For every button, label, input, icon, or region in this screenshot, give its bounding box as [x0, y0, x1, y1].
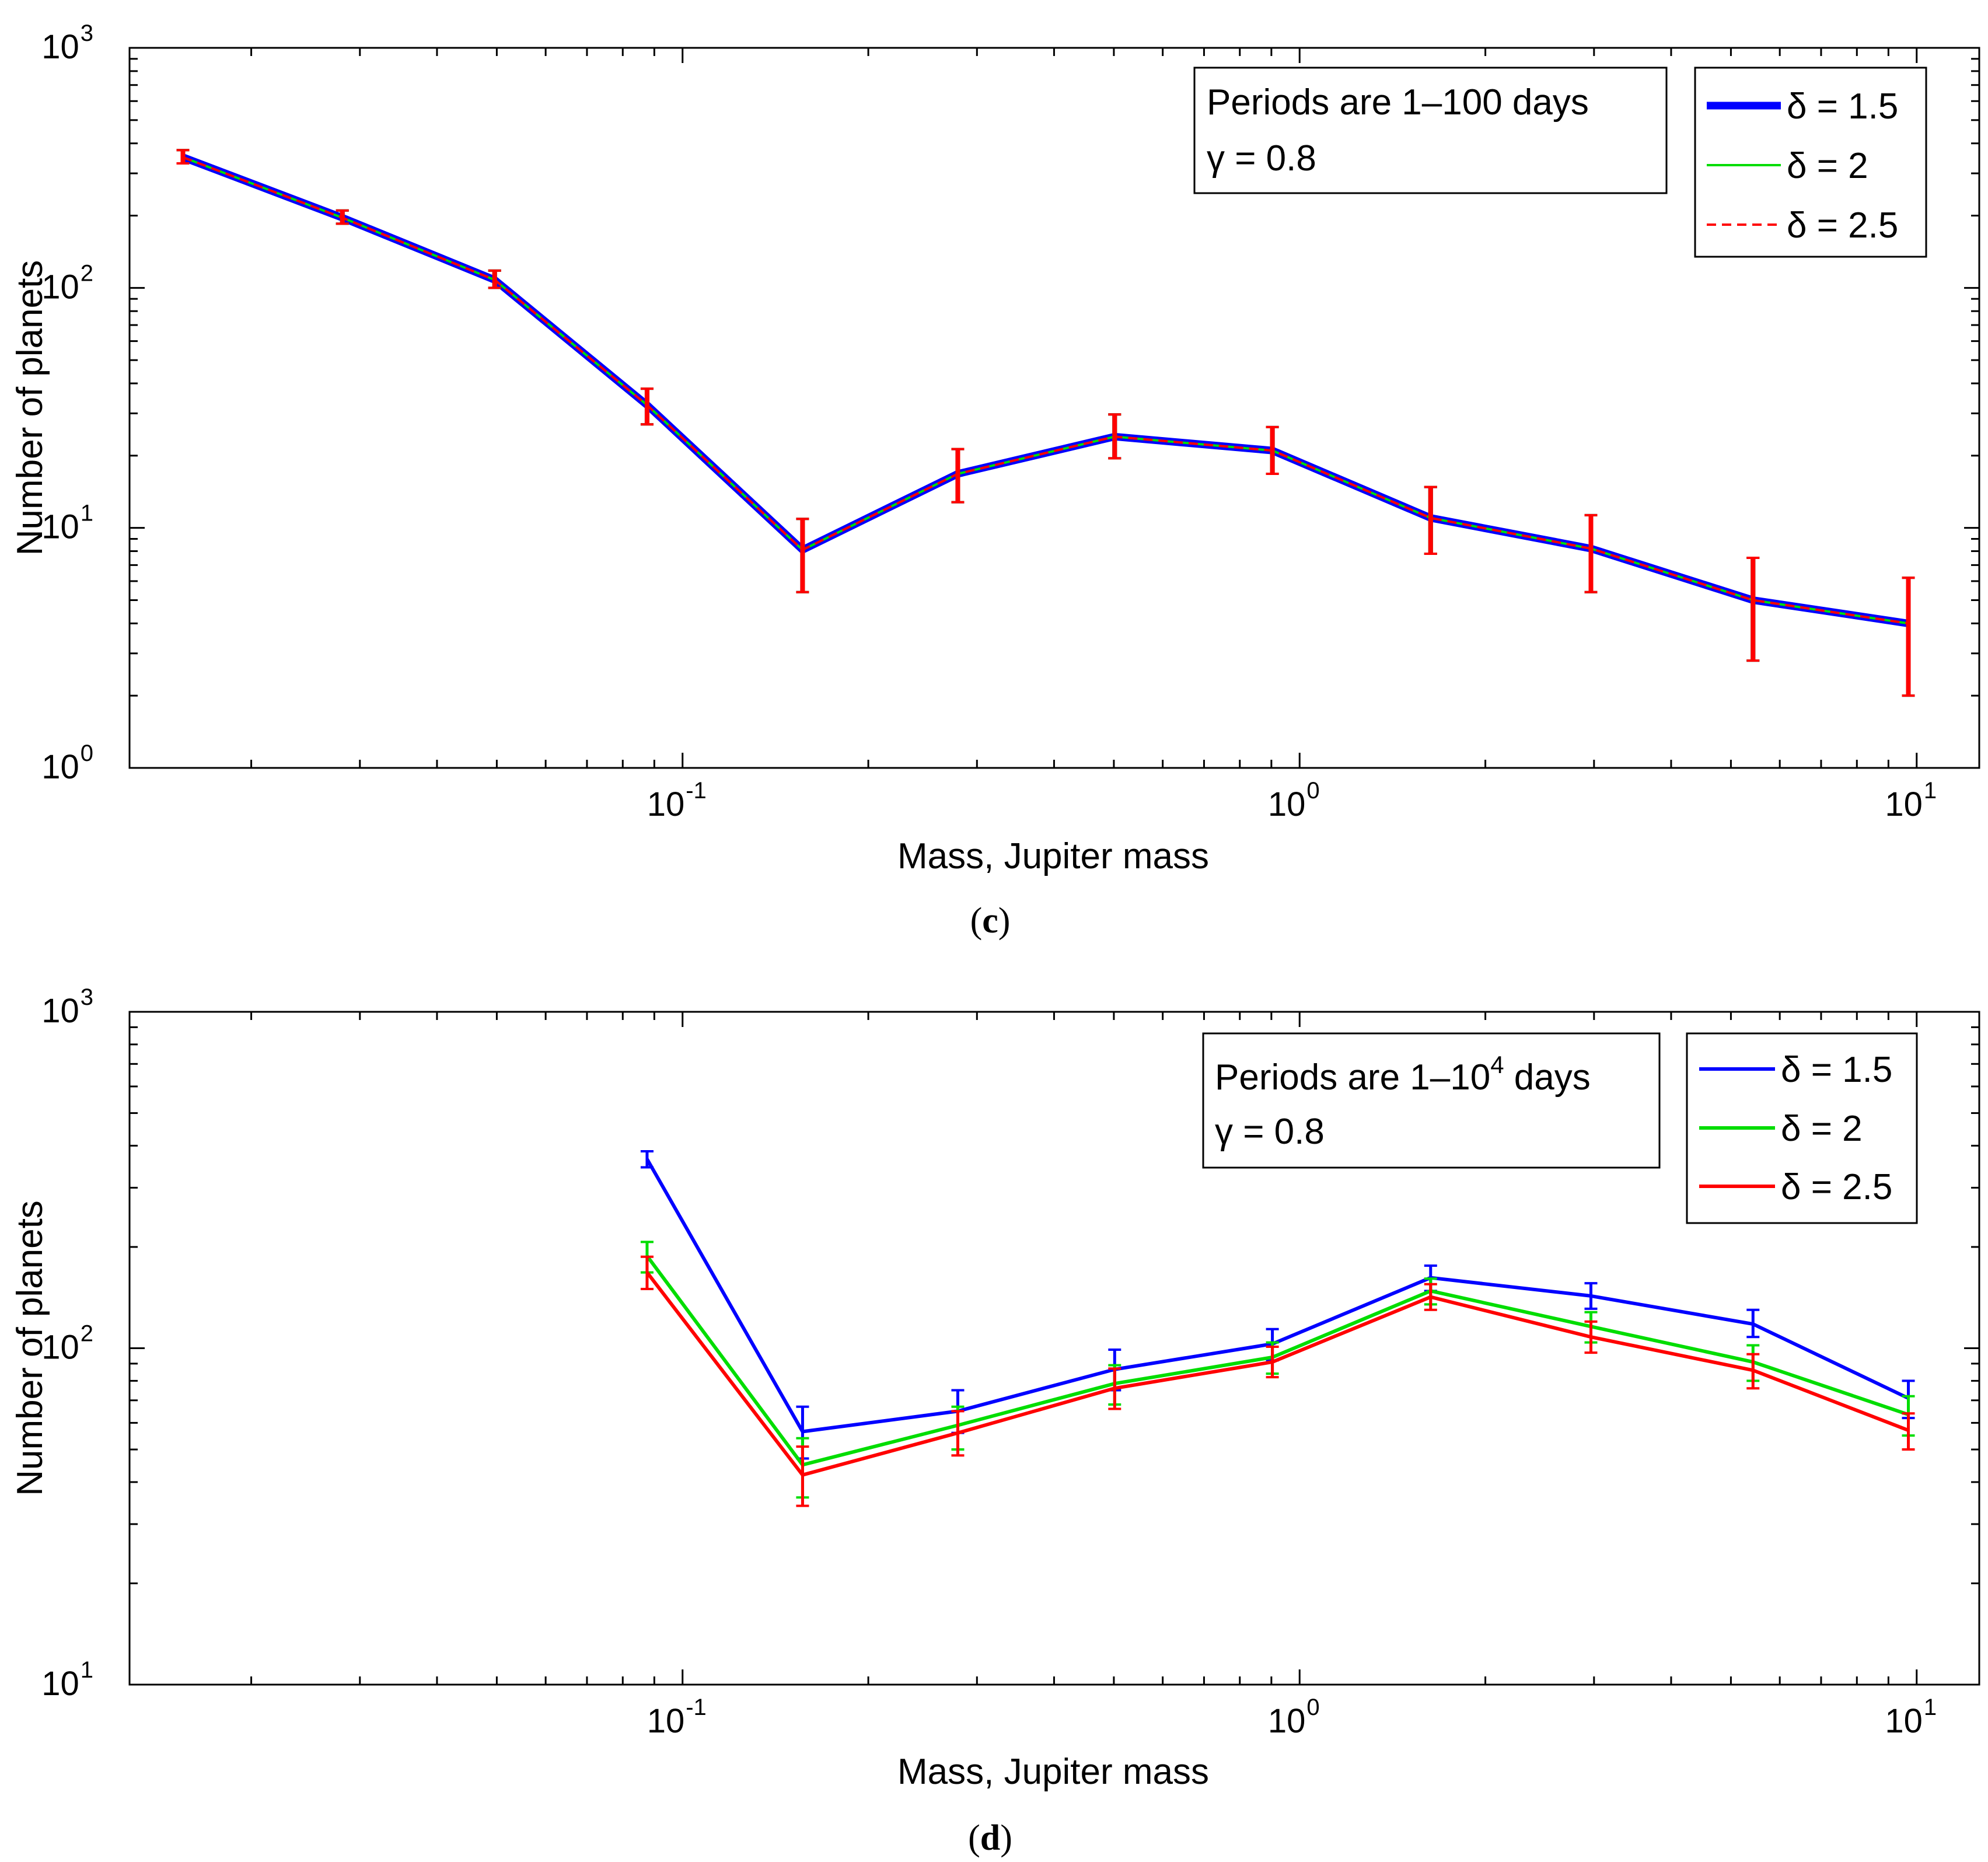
y-tick-label: 103	[41, 20, 93, 66]
legend: δ = 1.5 δ = 2 δ = 2.5	[1686, 1032, 1918, 1224]
legend-entry-label: δ = 2	[1781, 1109, 1863, 1149]
annotation-box	[1193, 67, 1668, 194]
x-axis-label: Mass, Jupiter mass	[897, 836, 1209, 876]
annotation-line-2: γ = 0.8	[1207, 138, 1316, 179]
y-tick-label: 101	[41, 1657, 93, 1703]
series-layer	[176, 149, 1915, 697]
y-tick-label: 102	[41, 260, 93, 306]
plot-area-frame	[128, 1011, 1980, 1686]
legend-entry-label: δ = 1.5	[1781, 1050, 1892, 1090]
annotation-line-2: γ = 0.8	[1215, 1112, 1325, 1152]
legend-entry-label: δ = 2.5	[1781, 1167, 1892, 1207]
panel-caption: (d)	[968, 1818, 1012, 1858]
annotation-line-1: Periods are 1–104 days	[1215, 1051, 1591, 1098]
x-tick-label: 100	[1268, 1695, 1320, 1740]
series-line	[182, 156, 1909, 625]
chart-panel-c: 10-1 100 101 100 101 102 103 Mass, Jupiter mass…	[10, 20, 1980, 941]
chart-panel-d: 10-1 100 101 101 102 103 Mass, Jupiter mass Num…	[10, 984, 1980, 1858]
y-tick-label: 101	[41, 501, 93, 546]
x-tick-label: 10-1	[647, 1695, 707, 1740]
annotation-line-1: Periods are 1–100 days	[1207, 82, 1589, 123]
y-tick-label: 100	[41, 740, 93, 786]
x-tick-label: 10-1	[647, 778, 707, 823]
y-axis-label: Number of planets	[10, 260, 50, 556]
series-layer	[640, 1150, 1915, 1507]
x-axis-label: Mass, Jupiter mass	[897, 1752, 1209, 1792]
x-tick-label: 100	[1268, 778, 1320, 823]
legend: δ = 1.5 δ = 2 δ = 2.5	[1694, 67, 1927, 258]
x-tick-label: 101	[1885, 1695, 1937, 1740]
plot-area-frame	[128, 47, 1980, 769]
panel-caption: (c)	[970, 901, 1011, 941]
x-tick-label: 101	[1885, 778, 1937, 823]
legend-entry-label: δ = 1.5	[1787, 86, 1898, 127]
annotation-box	[1202, 1032, 1661, 1169]
y-tick-label: 103	[41, 984, 93, 1030]
legend-entry-label: δ = 2	[1787, 146, 1868, 186]
y-axis-label: Number of planets	[10, 1200, 50, 1496]
legend-frame	[1694, 67, 1927, 258]
legend-entry-label: δ = 2.5	[1787, 205, 1898, 246]
y-tick-label: 102	[41, 1321, 93, 1367]
